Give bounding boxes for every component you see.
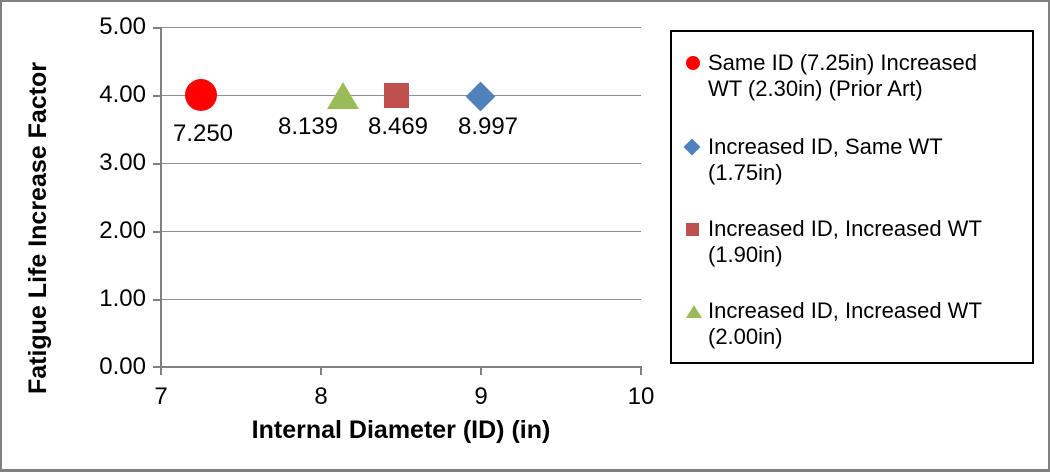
y-tick-mark xyxy=(153,299,161,301)
x-tick-label: 9 xyxy=(474,383,488,410)
legend-triangle-icon xyxy=(686,305,702,318)
y-axis-title: Fatigue Life Increase Factor xyxy=(24,61,52,395)
y-tick-label: 1.00 xyxy=(99,285,146,312)
legend-square-icon xyxy=(686,223,699,236)
marker-increased-wt-1-90-square xyxy=(384,83,409,108)
y-tick-label: 4.00 xyxy=(99,81,146,108)
y-tick-mark xyxy=(153,95,161,97)
x-tick-label: 10 xyxy=(627,383,655,410)
legend-label-line: Increased ID, Increased WT xyxy=(708,216,982,241)
legend-item-increased-wt-2-00: Increased ID, Increased WT (2.00in) xyxy=(686,298,982,350)
chart-legend: Same ID (7.25in) Increased WT (2.30in) (… xyxy=(670,30,1034,364)
y-tick-label: 0.00 xyxy=(99,353,146,380)
legend-label-line: (1.75in) xyxy=(708,160,783,185)
legend-diamond-icon xyxy=(683,138,701,156)
legend-label-line: Increased ID, Same WT xyxy=(708,134,943,159)
legend-item-prior-art: Same ID (7.25in) Increased WT (2.30in) (… xyxy=(686,50,977,102)
data-label-8-997: 8.997 xyxy=(457,113,519,140)
legend-item-increased-wt-1-90: Increased ID, Increased WT (1.90in) xyxy=(686,216,982,268)
y-tick-mark xyxy=(153,366,161,368)
legend-label-line: Same ID (7.25in) Increased xyxy=(708,50,978,75)
legend-label-line: (1.90in) xyxy=(708,242,783,267)
legend-label-line: WT (2.30in) (Prior Art) xyxy=(708,76,923,101)
legend-label-line: (2.00in) xyxy=(708,324,783,349)
x-tick-label: 7 xyxy=(154,383,168,410)
gridline-3 xyxy=(161,163,641,164)
x-tick-label: 8 xyxy=(314,383,328,410)
y-tick-label: 5.00 xyxy=(99,13,146,40)
y-tick-mark xyxy=(153,231,161,233)
y-tick-mark xyxy=(153,163,161,165)
y-axis-line xyxy=(160,27,162,375)
x-tick-mark xyxy=(640,367,642,375)
legend-item-same-wt: Increased ID, Same WT (1.75in) xyxy=(683,134,943,186)
y-tick-mark xyxy=(153,27,161,29)
marker-same-wt-1-75-diamond xyxy=(465,81,496,112)
x-tick-mark xyxy=(480,367,482,375)
legend-label-line: Increased ID, Increased WT xyxy=(708,298,982,323)
marker-prior-art-circle xyxy=(185,79,217,111)
gridline-1 xyxy=(161,299,641,300)
y-tick-label: 3.00 xyxy=(99,149,146,176)
data-label-8-139: 8.139 xyxy=(277,113,339,140)
x-axis-title: Internal Diameter (ID) (in) xyxy=(251,416,551,444)
y-tick-label: 2.00 xyxy=(99,217,146,244)
data-label-8-469: 8.469 xyxy=(367,113,429,140)
x-tick-mark xyxy=(320,367,322,375)
gridline-2 xyxy=(161,231,641,232)
gridline-5 xyxy=(161,27,641,28)
x-axis-line xyxy=(161,366,642,368)
legend-circle-icon xyxy=(686,56,700,70)
data-label-7-250: 7.250 xyxy=(172,120,234,147)
